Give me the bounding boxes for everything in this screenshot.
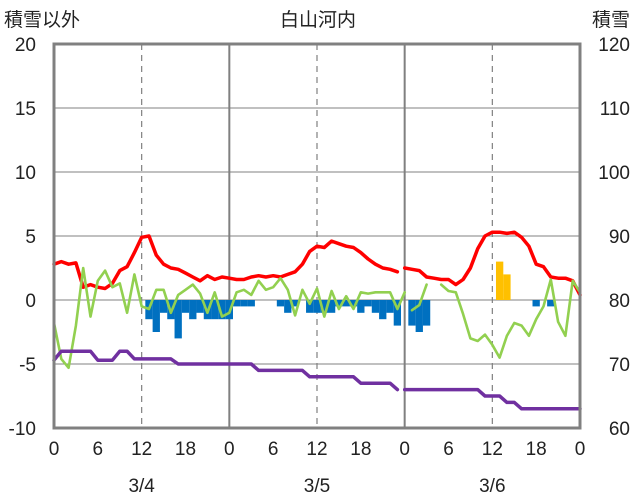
blue-bar [174,300,182,339]
blue-bar [379,300,387,320]
x-tick-label: 6 [268,439,279,460]
right-axis-label: 積雪 [592,9,630,31]
x-tick-label: 0 [224,439,235,460]
x-tick-label: 12 [482,439,503,460]
blue-bar [181,300,190,313]
blue-bar [415,300,423,332]
blue-bar [291,300,299,307]
right-tick-label: 110 [600,99,630,120]
blue-bar [320,300,328,313]
left-tick-label: 0 [25,291,36,312]
blue-bar [371,300,380,313]
left-tick-label: 5 [25,227,36,248]
blue-bar [547,300,555,307]
series-line [52,349,582,411]
x-tick-label: 18 [350,439,371,460]
right-tick-label: 70 [609,355,630,376]
blue-bar [422,300,431,326]
blue-bar [386,300,394,313]
blue-bar [408,300,416,326]
blue-bar [342,300,350,307]
right-tick-label: 60 [609,419,630,440]
yellow-bar [503,274,511,300]
right-tick-label: 80 [609,291,630,312]
blue-bar [284,300,292,313]
x-tick-label: 0 [49,439,60,460]
blue-bar [247,300,255,307]
date-labels: 3/4 3/5 3/6 [128,476,505,497]
blue-bar [364,300,372,307]
left-tick-label: 10 [15,163,36,184]
blue-bar [276,300,285,307]
series-line [52,266,582,370]
blue-bar [393,300,402,326]
x-tick-label: 18 [175,439,196,460]
left-tick-label: -10 [9,419,36,440]
blue-bar [313,300,321,313]
blue-bar [532,300,540,307]
x-tick-label: 0 [575,439,586,460]
x-tick-label: 6 [443,439,454,460]
left-tick-labels: 20 15 10 5 0 -5 -10 [9,35,36,440]
right-tick-label: 90 [609,227,630,248]
lines [52,230,582,411]
blue-bar [189,300,197,320]
date-label: 3/4 [128,476,155,497]
blue-bar [159,300,168,313]
blue-bar [196,300,204,313]
yellow-bar [495,261,504,300]
right-tick-label: 120 [598,35,630,56]
left-tick-label: 15 [15,99,36,120]
x-tick-label: 18 [526,439,547,460]
left-tick-label: 20 [15,35,36,56]
grid [54,44,580,428]
blue-bar [211,300,219,320]
x-tick-label: 12 [131,439,152,460]
date-label: 3/5 [304,476,330,497]
plot-border [52,42,582,430]
blue-bar [335,300,343,307]
chart-title: 白山河内 [280,9,356,31]
blue-bar [357,300,365,313]
x-tick-label: 0 [399,439,410,460]
blue-bar [327,300,336,313]
left-axis-label: 積雪以外 [4,9,80,31]
blue-bar [232,300,241,307]
x-tick-label: 12 [306,439,327,460]
right-tick-label: 100 [598,163,630,184]
blue-bar [218,300,226,320]
blue-bar [306,300,314,313]
left-tick-label: -5 [19,355,36,376]
blue-bar [240,300,248,307]
x-tick-labels: 0 6 12 18 0 6 12 18 0 6 12 18 0 [49,439,586,460]
blue-bar [349,300,358,307]
x-tick-label: 6 [93,439,104,460]
blue-bar [152,300,160,332]
date-label: 3/6 [479,476,505,497]
right-tick-labels: 120 110 100 90 80 70 60 [598,35,630,440]
